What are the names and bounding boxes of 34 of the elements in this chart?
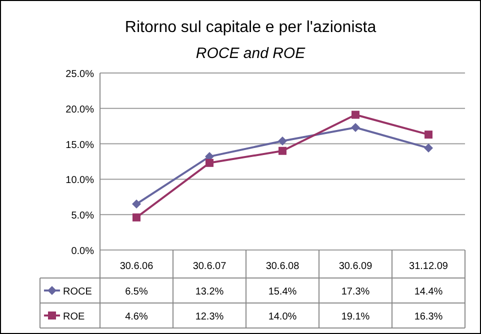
data-label: 4.6% <box>125 312 148 322</box>
point <box>206 158 214 167</box>
data-label: 15.4% <box>268 286 297 298</box>
x-tick-label: 30.6.09 <box>338 261 373 272</box>
data-label: 12.3% <box>195 312 224 322</box>
data-label: 14.0% <box>268 312 297 322</box>
data-label: 13.2% <box>195 286 224 298</box>
legend-label: ROCE <box>63 286 92 298</box>
x-tick-label: 30.6.06 <box>120 261 154 272</box>
y-tick-label: 5.0% <box>71 210 94 222</box>
point <box>132 199 141 208</box>
y-tick-label: 25.0% <box>66 69 94 80</box>
y-tick-label: 15.0% <box>66 140 94 151</box>
data-label: 6.5% <box>125 286 148 298</box>
point <box>278 146 286 155</box>
x-tick-label: 30.6.07 <box>192 261 227 272</box>
point <box>351 123 360 132</box>
data-label: 16.3% <box>414 312 443 322</box>
data-label: 14.4% <box>414 286 443 298</box>
chart-title: Ritorno sul capitale e per l'azionista <box>124 19 376 36</box>
x-tick-label: 31.12.09 <box>409 261 448 272</box>
point <box>132 213 140 222</box>
point <box>278 136 287 146</box>
data-label: 17.3% <box>341 286 370 298</box>
point <box>424 144 433 153</box>
point <box>424 130 432 139</box>
chart-subtitle: ROCE and ROE <box>196 45 306 62</box>
y-tick-label: 0.0% <box>71 246 94 257</box>
legend-label: ROE <box>63 312 85 322</box>
point <box>352 110 360 119</box>
y-tick-label: 10.0% <box>66 175 94 186</box>
y-tick-label: 20.0% <box>66 104 94 116</box>
data-label: 19.1% <box>341 312 370 322</box>
x-tick-label: 30.6.08 <box>266 261 300 272</box>
